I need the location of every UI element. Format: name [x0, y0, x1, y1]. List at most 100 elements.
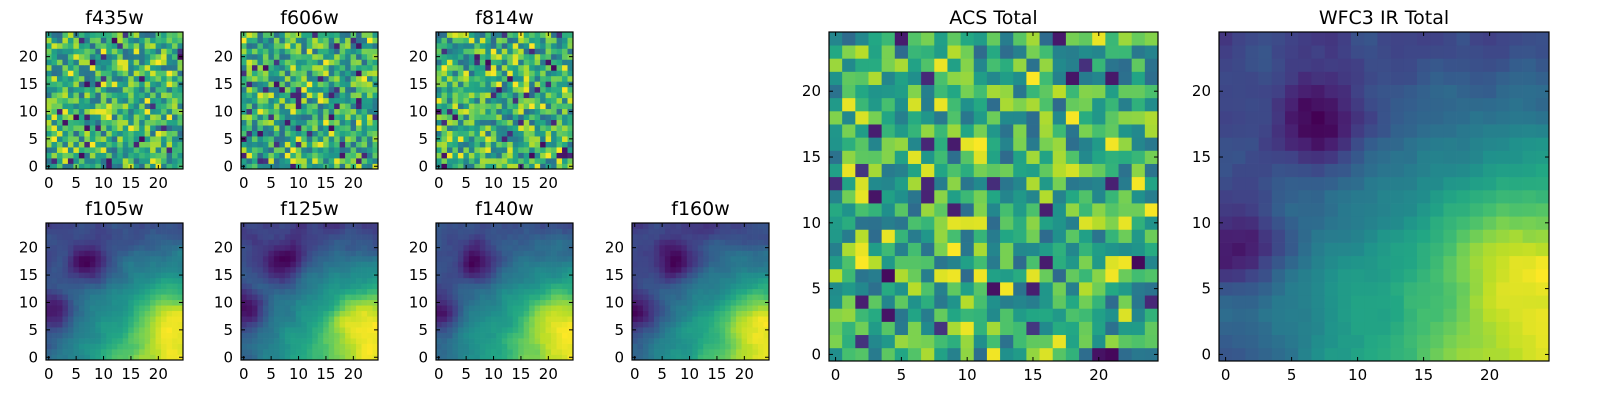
heatmap-cell	[172, 255, 178, 262]
heatmap-cell	[372, 119, 379, 126]
heatmap-cell	[692, 343, 699, 350]
heatmap-cell	[241, 316, 247, 322]
heatmap-cell	[545, 59, 552, 66]
heatmap-cell	[328, 92, 335, 99]
heatmap-cell	[117, 239, 124, 246]
heatmap-cell	[290, 266, 297, 273]
heatmap-cell	[518, 158, 525, 164]
heatmap-cell	[166, 288, 173, 295]
heatmap-cell	[736, 288, 742, 295]
heatmap-cell	[675, 277, 682, 284]
heatmap-cell	[161, 53, 167, 60]
heatmap-cell	[122, 32, 129, 38]
heatmap-cell	[474, 272, 481, 279]
heatmap-cell	[881, 189, 896, 204]
heatmap-cell	[441, 228, 448, 235]
heatmap-cell	[367, 277, 373, 284]
heatmap-cell	[295, 86, 302, 93]
heatmap-cell	[868, 268, 882, 283]
heatmap-cell	[334, 316, 340, 322]
heatmap-cell	[1039, 229, 1054, 243]
heatmap-cell	[290, 48, 297, 55]
heatmap-cell	[545, 266, 552, 273]
heatmap-cell	[479, 64, 486, 71]
heatmap-cell	[960, 347, 975, 362]
heatmap-cell	[529, 163, 535, 170]
heatmap-cell	[556, 294, 563, 301]
heatmap-cell	[474, 70, 481, 77]
heatmap-cell	[95, 283, 102, 290]
heatmap-cell	[747, 343, 753, 350]
heatmap-cell	[452, 223, 459, 229]
heatmap-cell	[290, 70, 297, 77]
heatmap-cell	[441, 349, 448, 355]
heatmap-cell	[246, 92, 253, 99]
heatmap-cell	[714, 332, 721, 339]
heatmap-cell	[479, 163, 486, 170]
heatmap-cell	[468, 59, 475, 66]
heatmap-cell	[479, 75, 486, 82]
heatmap-cell	[301, 266, 308, 273]
heatmap-cell	[529, 32, 535, 38]
heatmap-cell	[295, 92, 302, 99]
heatmap-cell	[545, 332, 552, 339]
heatmap-cell	[947, 347, 961, 362]
heatmap-cell	[334, 119, 340, 126]
heatmap-cell	[317, 97, 324, 104]
heatmap-cell	[523, 277, 530, 284]
heatmap-cell	[78, 321, 85, 328]
heatmap-cell	[1065, 282, 1080, 296]
heatmap-cell	[356, 158, 362, 164]
heatmap-cell	[166, 294, 173, 301]
heatmap-cell	[155, 250, 162, 257]
heatmap-cell	[56, 86, 63, 93]
heatmap-cell	[719, 332, 726, 339]
heatmap-cell	[262, 327, 269, 333]
heatmap-cell	[257, 103, 264, 110]
heatmap-cell	[529, 327, 535, 333]
heatmap-cell	[144, 48, 151, 55]
heatmap-cell	[518, 266, 525, 273]
heatmap-cell	[664, 327, 671, 333]
heatmap-cell	[62, 239, 69, 246]
heatmap-cell	[78, 64, 85, 71]
heatmap-cell	[62, 86, 69, 93]
heatmap-cell	[257, 349, 264, 355]
heatmap-cell	[556, 223, 563, 229]
heatmap-cell	[1013, 321, 1027, 336]
heatmap-cell	[763, 343, 770, 350]
heatmap-cell	[334, 103, 340, 110]
heatmap-cell	[681, 310, 688, 317]
heatmap-cell	[241, 321, 247, 328]
heatmap-cell	[84, 48, 91, 55]
heatmap-cell	[246, 338, 253, 344]
heatmap-cell	[540, 228, 546, 235]
x-tick-label: 20	[539, 365, 558, 383]
heatmap-cell	[95, 119, 102, 126]
heatmap-cell	[758, 332, 764, 339]
heatmap-cell	[117, 223, 124, 229]
heatmap-cell	[150, 37, 156, 44]
heatmap-cell	[529, 114, 535, 121]
heatmap-cell	[534, 294, 541, 301]
heatmap-cell	[485, 119, 492, 126]
heatmap-cell	[295, 147, 302, 153]
heatmap-cell	[670, 233, 677, 240]
heatmap-cell	[89, 228, 96, 235]
heatmap-cell	[534, 223, 541, 229]
heatmap-cell	[251, 228, 258, 235]
heatmap-cell	[446, 152, 453, 159]
heatmap-cell	[306, 288, 313, 295]
heatmap-cell	[361, 266, 368, 273]
heatmap-cell	[273, 294, 280, 301]
heatmap-cell	[523, 136, 530, 142]
heatmap-cell	[262, 316, 269, 322]
heatmap-cell	[436, 147, 442, 153]
heatmap-cell	[177, 158, 184, 164]
heatmap-cell	[251, 37, 258, 44]
heatmap-cell	[106, 32, 113, 38]
heatmap-cell	[468, 349, 475, 355]
heatmap-cell	[632, 349, 638, 355]
heatmap-cell	[257, 42, 264, 49]
heatmap-cell	[441, 294, 448, 301]
